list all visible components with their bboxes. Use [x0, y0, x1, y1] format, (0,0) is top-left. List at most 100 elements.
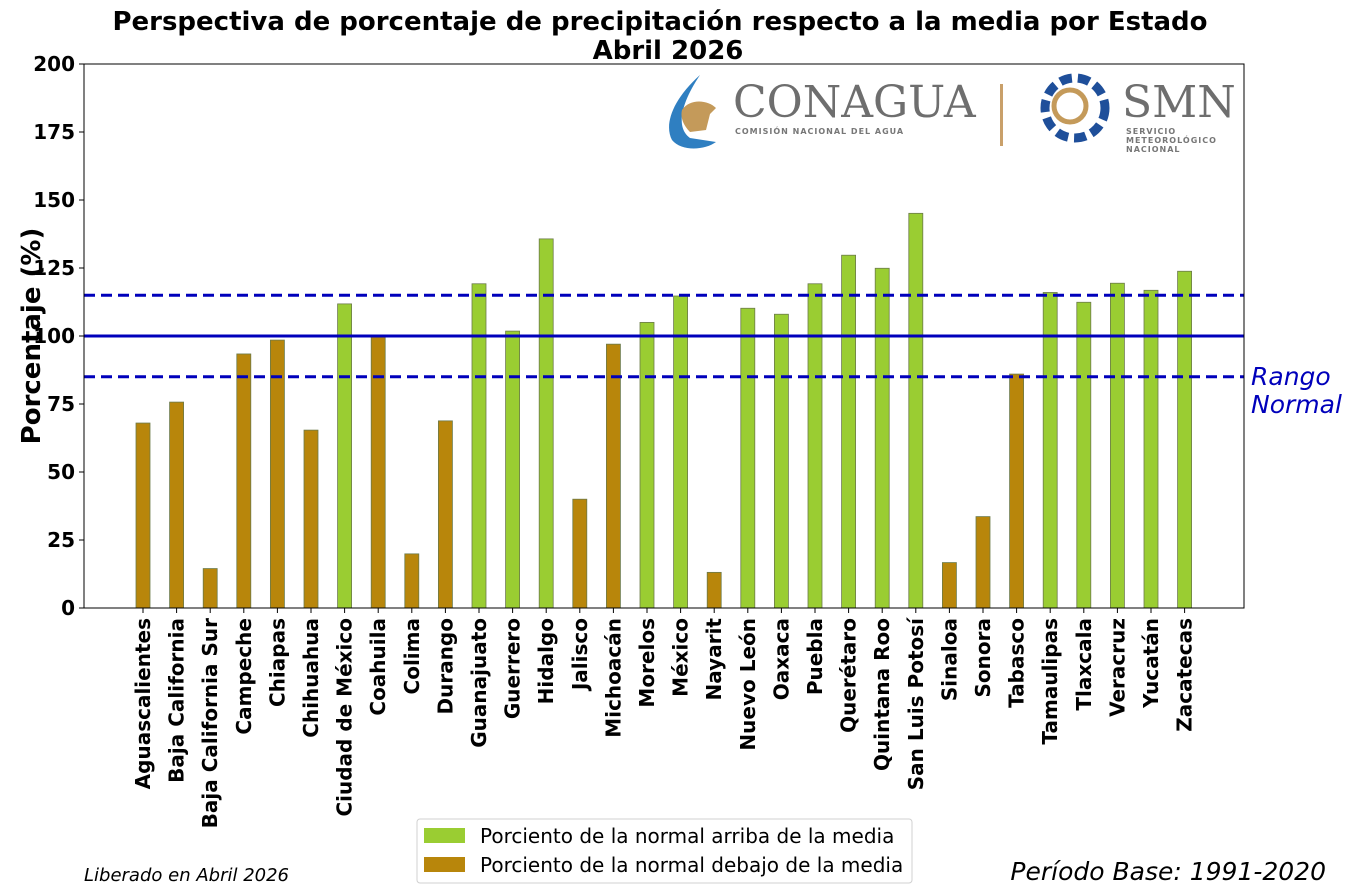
bar — [1042, 292, 1058, 609]
reference-lines — [84, 293, 1244, 379]
annotation-normal: Normal — [1251, 390, 1342, 419]
bar — [841, 254, 856, 609]
conagua-logo-text: CONAGUA — [733, 77, 977, 128]
bar — [807, 283, 823, 609]
bar — [874, 267, 890, 609]
x-tick-label: Sinaloa — [937, 618, 961, 701]
x-tick-label: Hidalgo — [534, 618, 558, 704]
x-tick-label: Michoacán — [601, 618, 625, 738]
legend-swatch-below — [424, 857, 465, 872]
annotation-rango: Rango — [1251, 362, 1331, 391]
x-tick-label: Guanajuato — [467, 618, 491, 748]
bar — [606, 343, 621, 609]
smn-logo-subtitle-2: METEOROLÓGICO — [1126, 134, 1217, 145]
x-tick-label: Campeche — [232, 618, 256, 735]
legend: Porciento de la normal arriba de la medi… — [416, 818, 913, 884]
bar — [975, 516, 991, 609]
y-tick-label: 175 — [33, 120, 75, 144]
bar — [1143, 289, 1159, 609]
legend-label-above: Porciento de la normal arriba de la medi… — [480, 824, 894, 848]
legend-swatch-above — [424, 828, 465, 843]
x-tick-label: Coahuila — [366, 618, 390, 716]
bar — [169, 401, 185, 609]
smn-logo-text: SMN — [1122, 77, 1236, 128]
y-axis-label: Porcentaje (%) — [17, 228, 47, 445]
x-tick-label: Sonora — [971, 618, 995, 697]
x-tick-label: Yucatán — [1139, 618, 1163, 709]
y-tick-label: 150 — [33, 188, 75, 212]
smn-logo-subtitle-1: SERVICIO — [1126, 127, 1176, 136]
y-tick-label: 75 — [47, 392, 75, 416]
plot-frame — [83, 63, 1245, 609]
bar — [505, 330, 521, 609]
bar — [774, 313, 789, 609]
x-tick-label: Morelos — [635, 618, 659, 708]
bar — [1177, 270, 1192, 609]
x-tick-label: Guerrero — [501, 618, 525, 719]
x-tick-label: Chihuahua — [299, 618, 323, 738]
x-tick-label: Veracruz — [1105, 618, 1129, 717]
x-tick-label: Quintana Roo — [870, 618, 894, 771]
bar — [337, 303, 353, 609]
bar — [1076, 301, 1092, 609]
x-tick-label: Puebla — [803, 618, 827, 695]
bar — [269, 339, 285, 609]
chart-title: Perspectiva de porcentaje de precipitaci… — [112, 7, 1207, 37]
legend-label-below: Porciento de la normal debajo de la medi… — [480, 853, 903, 877]
x-tick-label: Chiapas — [265, 618, 289, 707]
bar — [303, 429, 319, 609]
conagua-logo: CONAGUA COMISIÓN NACIONAL DEL AGUA — [669, 75, 977, 149]
x-tick-label: San Luis Potosí — [904, 617, 928, 790]
y-tick-label: 0 — [61, 596, 75, 620]
y-tick-label: 100 — [33, 324, 75, 348]
x-tick-label: Oaxaca — [769, 618, 793, 700]
release-note: Liberado en Abril 2026 — [84, 865, 289, 886]
smn-logo-subtitle-3: NACIONAL — [1126, 145, 1181, 154]
bar — [135, 422, 151, 609]
y-tick-label: 50 — [47, 460, 75, 484]
bar — [202, 568, 218, 609]
water-drop-icon — [669, 75, 716, 149]
x-tick-label: Durango — [433, 618, 457, 715]
swirl-icon — [1051, 87, 1089, 125]
y-tick-label: 125 — [33, 256, 75, 280]
x-tick-label: México — [669, 618, 693, 697]
bar — [1009, 373, 1024, 609]
x-tick-label: Baja California — [165, 618, 189, 783]
x-tick-label: Nuevo León — [736, 618, 760, 751]
base-period-note: Período Base: 1991-2020 — [1010, 857, 1326, 886]
x-tick-label: Tabasco — [1005, 618, 1029, 708]
bar — [236, 353, 252, 609]
x-tick-label: Jalisco — [568, 618, 592, 692]
x-tick-label: Ciudad de México — [333, 618, 357, 817]
x-tick-label: Querétaro — [837, 618, 861, 733]
x-tick-label: Zacatecas — [1173, 618, 1197, 732]
y-axis-ticks: 0 25 50 75 100 125 150 175 200 — [33, 52, 84, 620]
logo-divider — [1000, 84, 1003, 146]
y-tick-label: 200 — [33, 52, 75, 76]
bar — [572, 498, 588, 609]
gear-icon — [1040, 73, 1110, 143]
bar — [942, 562, 957, 609]
x-axis-ticks: Aguascalientes Baja California Baja Califo… — [131, 608, 1197, 828]
x-tick-label: Nayarit — [702, 618, 726, 701]
bar — [908, 212, 924, 609]
bar — [437, 420, 453, 609]
bar — [1110, 282, 1125, 609]
chart-subtitle: Abril 2026 — [593, 36, 744, 66]
bar — [404, 553, 420, 609]
smn-logo: SMN SERVICIO METEOROLÓGICO NACIONAL — [1040, 73, 1236, 154]
bar — [706, 571, 722, 609]
bar — [471, 283, 487, 609]
bars — [135, 212, 1192, 609]
x-tick-label: Baja California Sur — [198, 618, 222, 828]
y-tick-label: 25 — [47, 528, 75, 552]
x-tick-label: Tamaulipas — [1038, 618, 1062, 745]
x-tick-label: Tlaxcala — [1072, 618, 1096, 711]
x-tick-label: Colima — [400, 618, 424, 694]
x-tick-label: Aguascalientes — [131, 618, 155, 789]
bar — [673, 295, 688, 609]
eagle-icon — [681, 101, 716, 132]
bar — [740, 307, 756, 609]
